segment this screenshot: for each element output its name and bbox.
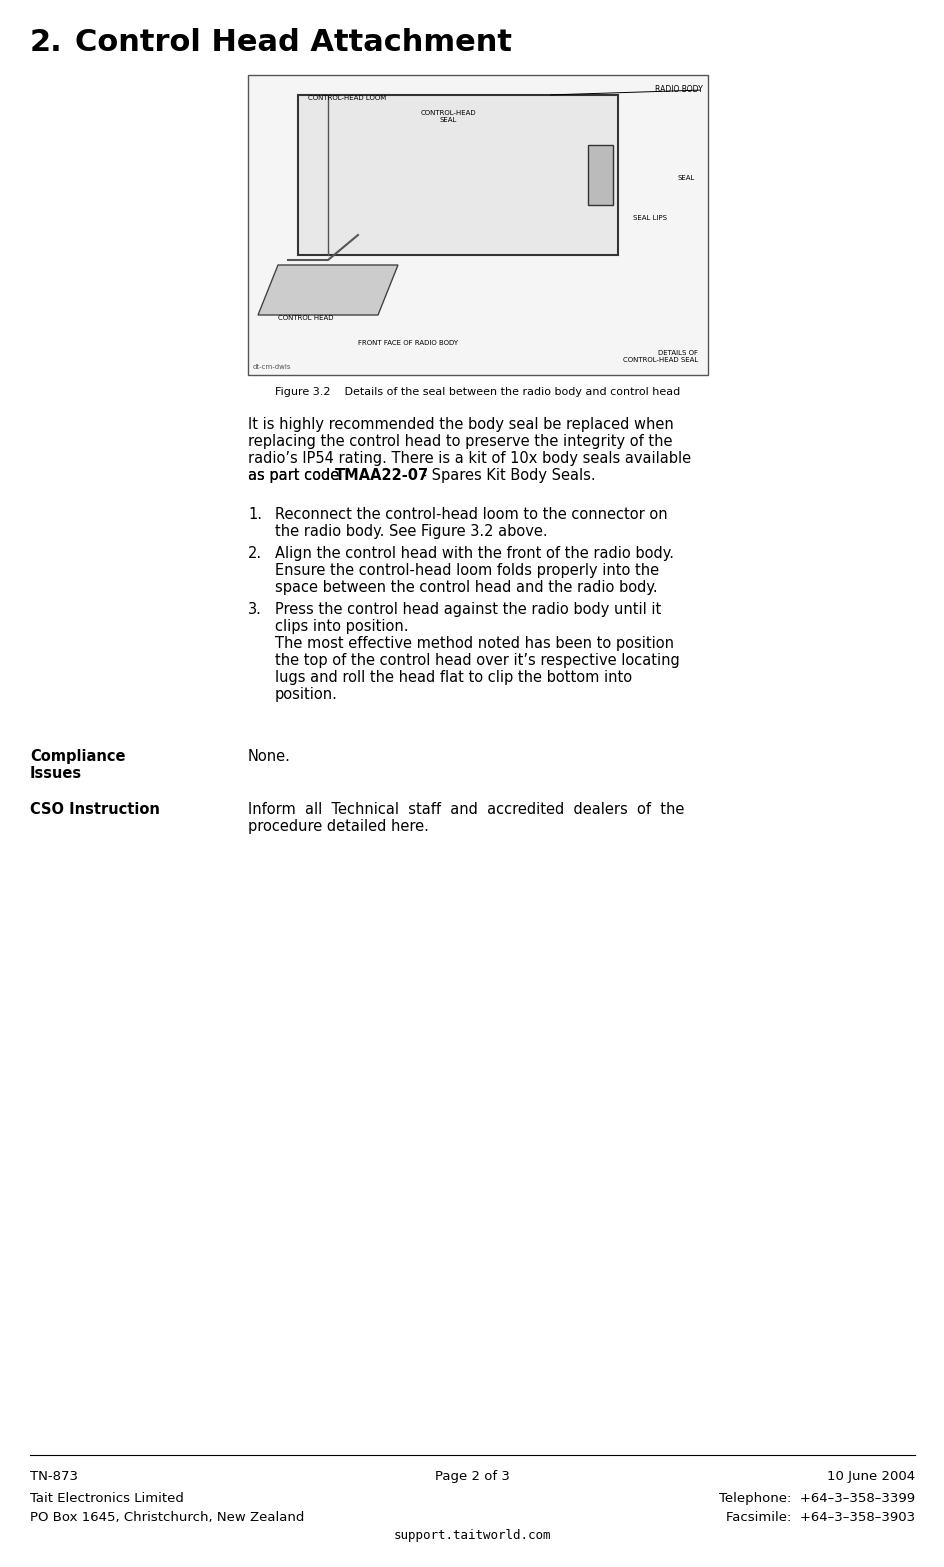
- FancyBboxPatch shape: [247, 75, 707, 375]
- Text: Issues: Issues: [30, 766, 82, 780]
- Text: 2.: 2.: [247, 545, 261, 561]
- Text: as part code: as part code: [247, 469, 344, 483]
- Text: support.taitworld.com: support.taitworld.com: [393, 1529, 550, 1542]
- Text: radio’s IP54 rating. There is a kit of 10x body seals available: radio’s IP54 rating. There is a kit of 1…: [247, 451, 690, 465]
- Text: Press the control head against the radio body until it: Press the control head against the radio…: [275, 602, 661, 617]
- Text: CONTROL-HEAD
SEAL: CONTROL-HEAD SEAL: [420, 110, 476, 122]
- Text: DETAILS OF
CONTROL-HEAD SEAL: DETAILS OF CONTROL-HEAD SEAL: [622, 349, 698, 364]
- FancyBboxPatch shape: [297, 96, 617, 255]
- Text: Compliance: Compliance: [30, 749, 126, 765]
- Text: None.: None.: [247, 749, 291, 765]
- Text: 10 June 2004: 10 June 2004: [826, 1470, 914, 1482]
- Text: Inform  all  Technical  staff  and  accredited  dealers  of  the: Inform all Technical staff and accredite…: [247, 801, 683, 816]
- Text: Control Head Attachment: Control Head Attachment: [75, 28, 512, 56]
- Text: TMAA22-07: TMAA22-07: [334, 469, 429, 483]
- Text: Telephone:  +64–3–358–3399: Telephone: +64–3–358–3399: [718, 1492, 914, 1504]
- Text: It is highly recommended the body seal be replaced when: It is highly recommended the body seal b…: [247, 417, 673, 432]
- Text: Tait Electronics Limited: Tait Electronics Limited: [30, 1492, 184, 1504]
- Text: SEAL LIPS: SEAL LIPS: [632, 215, 666, 221]
- FancyBboxPatch shape: [587, 146, 613, 205]
- Text: CONTROL-HEAD LOOM: CONTROL-HEAD LOOM: [308, 96, 386, 100]
- Text: The most effective method noted has been to position: The most effective method noted has been…: [275, 636, 673, 650]
- Text: dt-cm-dwls: dt-cm-dwls: [253, 364, 291, 370]
- Text: CONTROL HEAD: CONTROL HEAD: [278, 315, 333, 321]
- Text: as part code: as part code: [247, 469, 344, 483]
- Text: FRONT FACE OF RADIO BODY: FRONT FACE OF RADIO BODY: [358, 340, 458, 346]
- Text: Align the control head with the front of the radio body.: Align the control head with the front of…: [275, 545, 673, 561]
- Text: Figure 3.2    Details of the seal between the radio body and control head: Figure 3.2 Details of the seal between t…: [275, 387, 680, 396]
- Text: PO Box 1645, Christchurch, New Zealand: PO Box 1645, Christchurch, New Zealand: [30, 1511, 304, 1525]
- Text: 1.: 1.: [247, 508, 261, 522]
- Text: Facsimile:  +64–3–358–3903: Facsimile: +64–3–358–3903: [725, 1511, 914, 1525]
- Text: Page 2 of 3: Page 2 of 3: [434, 1470, 509, 1482]
- Text: space between the control head and the radio body.: space between the control head and the r…: [275, 580, 657, 595]
- Text: procedure detailed here.: procedure detailed here.: [247, 818, 429, 834]
- Polygon shape: [258, 265, 397, 315]
- Text: lugs and roll the head flat to clip the bottom into: lugs and roll the head flat to clip the …: [275, 671, 632, 685]
- Text: the radio body. See Figure 3.2 above.: the radio body. See Figure 3.2 above.: [275, 523, 547, 539]
- Text: replacing the control head to preserve the integrity of the: replacing the control head to preserve t…: [247, 434, 672, 450]
- Text: 2.: 2.: [30, 28, 62, 56]
- Text: the top of the control head over it’s respective locating: the top of the control head over it’s re…: [275, 653, 679, 668]
- Text: 3.: 3.: [247, 602, 261, 617]
- Text: TN-873: TN-873: [30, 1470, 78, 1482]
- Text: Ensure the control-head loom folds properly into the: Ensure the control-head loom folds prope…: [275, 563, 658, 578]
- Text: - Spares Kit Body Seals.: - Spares Kit Body Seals.: [416, 469, 595, 483]
- Text: clips into position.: clips into position.: [275, 619, 408, 635]
- Text: CSO Instruction: CSO Instruction: [30, 801, 160, 816]
- Text: position.: position.: [275, 686, 338, 702]
- Text: SEAL: SEAL: [677, 176, 695, 182]
- Text: Reconnect the control-head loom to the connector on: Reconnect the control-head loom to the c…: [275, 508, 666, 522]
- Text: RADIO BODY: RADIO BODY: [654, 85, 702, 94]
